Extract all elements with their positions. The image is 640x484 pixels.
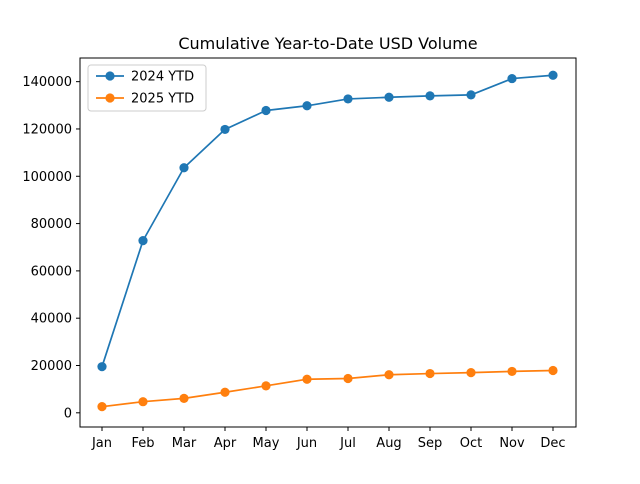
series-line-1 <box>101 74 554 367</box>
data-point <box>384 92 394 102</box>
x-tick-label: Aug <box>376 436 401 451</box>
axes-frame <box>79 57 577 428</box>
x-tick-label: Jul <box>339 436 356 451</box>
data-point <box>343 373 353 384</box>
x-tick-label: Jun <box>296 436 317 451</box>
plot-area: Jan Feb Mar Apr May Jun Jul Aug Sep Oct Nov Dec 0 200… <box>22 57 577 451</box>
data-point <box>97 402 107 412</box>
data-point <box>179 163 189 173</box>
legend-label-1: 2024 YTD <box>131 70 194 85</box>
data-point <box>425 368 435 379</box>
y-tick-label: 0 <box>64 406 72 421</box>
data-point <box>548 70 558 80</box>
legend-label-2: 2025 YTD <box>131 92 194 107</box>
data-point <box>261 381 271 391</box>
data-point <box>138 236 148 246</box>
y-tick-label: 120000 <box>22 122 72 137</box>
y-tick-label: 140000 <box>22 75 72 90</box>
y-tick-label: 40000 <box>31 312 72 327</box>
data-point <box>343 94 353 104</box>
data-point <box>507 366 517 377</box>
y-tick-label: 100000 <box>22 170 72 185</box>
x-tick-label: Apr <box>214 436 237 451</box>
legend-marker-2 <box>105 93 115 103</box>
x-tick-label: Jan <box>91 436 112 451</box>
data-point <box>302 101 312 111</box>
legend-marker-1 <box>105 71 115 81</box>
data-point <box>179 393 189 403</box>
x-tick-label: Sep <box>418 436 443 451</box>
data-point <box>220 124 230 135</box>
data-point <box>302 374 312 384</box>
data-point <box>220 387 230 397</box>
data-point <box>384 370 394 380</box>
data-point <box>548 365 558 376</box>
series-line-2 <box>101 369 554 408</box>
x-tick-label: Feb <box>131 436 154 451</box>
y-tick-label: 20000 <box>31 359 72 374</box>
x-tick-label: Mar <box>172 436 197 451</box>
x-tick-label: Oct <box>460 436 482 451</box>
data-point <box>97 362 107 372</box>
data-point <box>466 367 476 378</box>
data-point <box>507 73 517 84</box>
data-point <box>425 91 435 101</box>
x-tick-label: May <box>253 436 280 451</box>
x-tick-label: Dec <box>540 436 565 451</box>
data-point <box>261 105 271 116</box>
chart-title: Cumulative Year-to-Date USD Volume <box>178 34 477 53</box>
x-tick-label: Nov <box>499 436 525 451</box>
y-tick-label: 80000 <box>31 217 72 232</box>
data-point <box>138 397 148 407</box>
legend: 2024 YTD 2025 YTD <box>87 64 207 112</box>
data-point <box>466 90 476 100</box>
y-tick-label: 60000 <box>31 264 72 279</box>
